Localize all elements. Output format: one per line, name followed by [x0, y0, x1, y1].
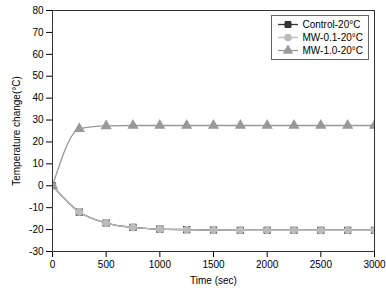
html-text:Control-20°C: Control-20°C [302, 19, 361, 30]
html-text:MW-1.0-20°C: MW-1.0-20°C [302, 45, 363, 56]
svg-text:60: 60 [32, 49, 44, 60]
svg-text:1500: 1500 [202, 259, 225, 270]
svg-text:30: 30 [32, 114, 44, 125]
svg-text:70: 70 [32, 27, 44, 38]
svg-text:1000: 1000 [149, 259, 172, 270]
svg-text:-30: -30 [29, 246, 44, 257]
svg-text:0: 0 [50, 259, 56, 270]
svg-text:80: 80 [32, 5, 44, 16]
svg-text:3000: 3000 [363, 259, 386, 270]
svg-text:50: 50 [32, 70, 44, 81]
svg-text:500: 500 [98, 259, 115, 270]
svg-text:20: 20 [32, 136, 44, 147]
svg-text:-10: -10 [29, 202, 44, 213]
html-text:MW-0.1-20°C: MW-0.1-20°C [302, 32, 363, 43]
svg-text:2000: 2000 [256, 259, 279, 270]
svg-text:0: 0 [38, 180, 44, 191]
svg-text:Temperature change(°C): Temperature change(°C) [11, 76, 22, 186]
svg-text:Time (sec): Time (sec) [190, 275, 237, 286]
svg-text:40: 40 [32, 92, 44, 103]
svg-text:-20: -20 [29, 224, 44, 235]
svg-text:10: 10 [32, 158, 44, 169]
svg-text:2500: 2500 [310, 259, 333, 270]
